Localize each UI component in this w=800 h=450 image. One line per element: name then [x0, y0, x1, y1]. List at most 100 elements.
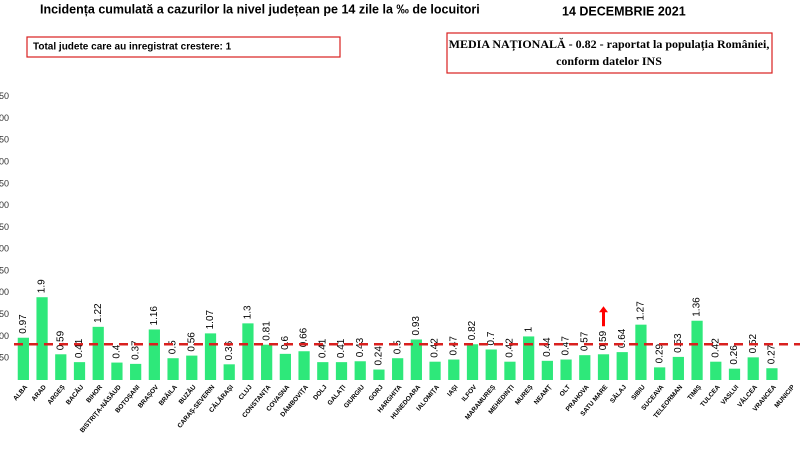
data-label: 0.6	[280, 336, 291, 350]
chart-subtitle: 14 DECEMBRIE 2021	[562, 4, 686, 18]
x-tick-label: BIHOR	[85, 384, 104, 405]
data-label: 0.7	[486, 331, 497, 345]
bar	[335, 362, 348, 380]
x-tick-label: TULCEA	[699, 384, 722, 409]
data-label: 0.42	[430, 338, 441, 358]
data-label: 0.66	[299, 327, 310, 347]
bar	[654, 367, 666, 380]
bar	[73, 362, 86, 380]
chart-title: Incidența cumulată a cazurilor la nivel …	[40, 2, 480, 16]
data-label: 0.24	[374, 346, 385, 366]
data-label: 0.56	[186, 332, 197, 352]
data-label: 0.53	[673, 333, 684, 353]
data-label: 1.07	[205, 309, 216, 329]
y-tick-label: 3.00	[0, 244, 9, 254]
y-tick-label: 3.50	[0, 222, 9, 232]
x-tick-label: SĂLAJ	[607, 382, 628, 404]
y-tick-label: 4.50	[0, 178, 9, 188]
bar	[130, 363, 142, 380]
y-tick-label: 0.50	[0, 353, 9, 363]
data-label: 0.42	[710, 338, 721, 358]
x-tick-label: DOLJ	[312, 384, 329, 402]
bar	[354, 361, 366, 380]
bar	[523, 336, 535, 380]
x-tick-label: TIMIȘ	[686, 383, 703, 401]
y-tick-label: 1.00	[0, 331, 9, 341]
data-label: 0.4	[112, 344, 123, 358]
bar	[392, 358, 404, 380]
data-label: 0.36	[224, 340, 235, 360]
data-label: 0.41	[336, 338, 347, 358]
bar	[204, 333, 217, 380]
data-label: 0.82	[467, 320, 478, 340]
x-tick-label: BRĂILA	[156, 382, 179, 407]
mean-box	[446, 32, 773, 74]
bar	[373, 369, 385, 380]
x-tick-label: MUNICIP	[773, 383, 796, 409]
y-tick-label: 5.50	[0, 135, 9, 145]
data-label: 1.22	[93, 303, 104, 323]
data-label: 0.37	[130, 340, 141, 360]
x-tick-label: ILFOV	[461, 383, 479, 403]
bar	[429, 361, 441, 380]
x-tick-label: IAȘI	[446, 384, 460, 398]
data-label: 1.36	[692, 297, 703, 317]
bar	[17, 337, 29, 380]
x-tick-label: OLT	[559, 384, 572, 398]
bar	[691, 320, 703, 380]
bar	[36, 297, 48, 380]
data-label: 0.44	[542, 337, 553, 357]
data-label: 1	[523, 326, 534, 332]
data-label: 0.59	[55, 330, 66, 350]
y-tick-label: 2.50	[0, 265, 9, 275]
bar	[766, 368, 778, 380]
increase-note: Total judete care au inregistrat crester…	[33, 42, 232, 53]
y-tick-label: 4.00	[0, 200, 9, 210]
data-label: 0.5	[168, 340, 179, 354]
x-tick-label: ALBA	[12, 384, 29, 403]
data-label: 0.81	[261, 321, 272, 341]
bar	[616, 352, 628, 380]
data-label: 0.26	[729, 345, 740, 365]
x-tick-label: NEAMȚ	[533, 384, 553, 406]
bar	[55, 354, 67, 380]
data-label: 0.27	[767, 344, 778, 364]
bar	[579, 355, 591, 380]
data-label: 0.29	[654, 343, 665, 363]
bar	[448, 359, 460, 380]
y-tick-label: 5.00	[0, 157, 9, 167]
x-tick-label: ARAD	[30, 384, 48, 403]
data-label: 0.5	[392, 340, 403, 354]
data-label: 0.43	[355, 337, 366, 357]
bar	[298, 351, 310, 380]
bar	[223, 364, 235, 380]
bar	[317, 362, 329, 380]
bar	[672, 356, 684, 380]
bar	[560, 359, 572, 380]
data-label: 0.41	[317, 338, 328, 358]
y-tick-label: 2.00	[0, 287, 9, 297]
x-tick-label: GORJ	[368, 384, 385, 403]
data-label: 0.93	[411, 316, 422, 336]
increase-box	[26, 36, 341, 58]
y-tick-label: 6.50	[0, 91, 9, 101]
bar	[279, 353, 291, 380]
data-label: 1.9	[37, 279, 48, 293]
bar	[728, 368, 741, 380]
data-label: 1.16	[149, 306, 160, 326]
bar	[485, 349, 497, 380]
x-tick-label: BACĂU	[63, 382, 85, 406]
bar	[92, 326, 104, 380]
bar	[747, 357, 759, 380]
data-label: 0.57	[579, 331, 590, 351]
x-tick-label: CLUJ	[237, 384, 254, 402]
bar	[148, 329, 160, 380]
data-label: 0.97	[18, 314, 29, 334]
y-tick-label: 6.00	[0, 113, 9, 123]
data-label: 0.59	[598, 330, 609, 350]
x-tick-label: ARGEȘ	[46, 383, 67, 406]
bar	[635, 324, 647, 380]
x-tick-label: SIBIU	[630, 384, 647, 402]
